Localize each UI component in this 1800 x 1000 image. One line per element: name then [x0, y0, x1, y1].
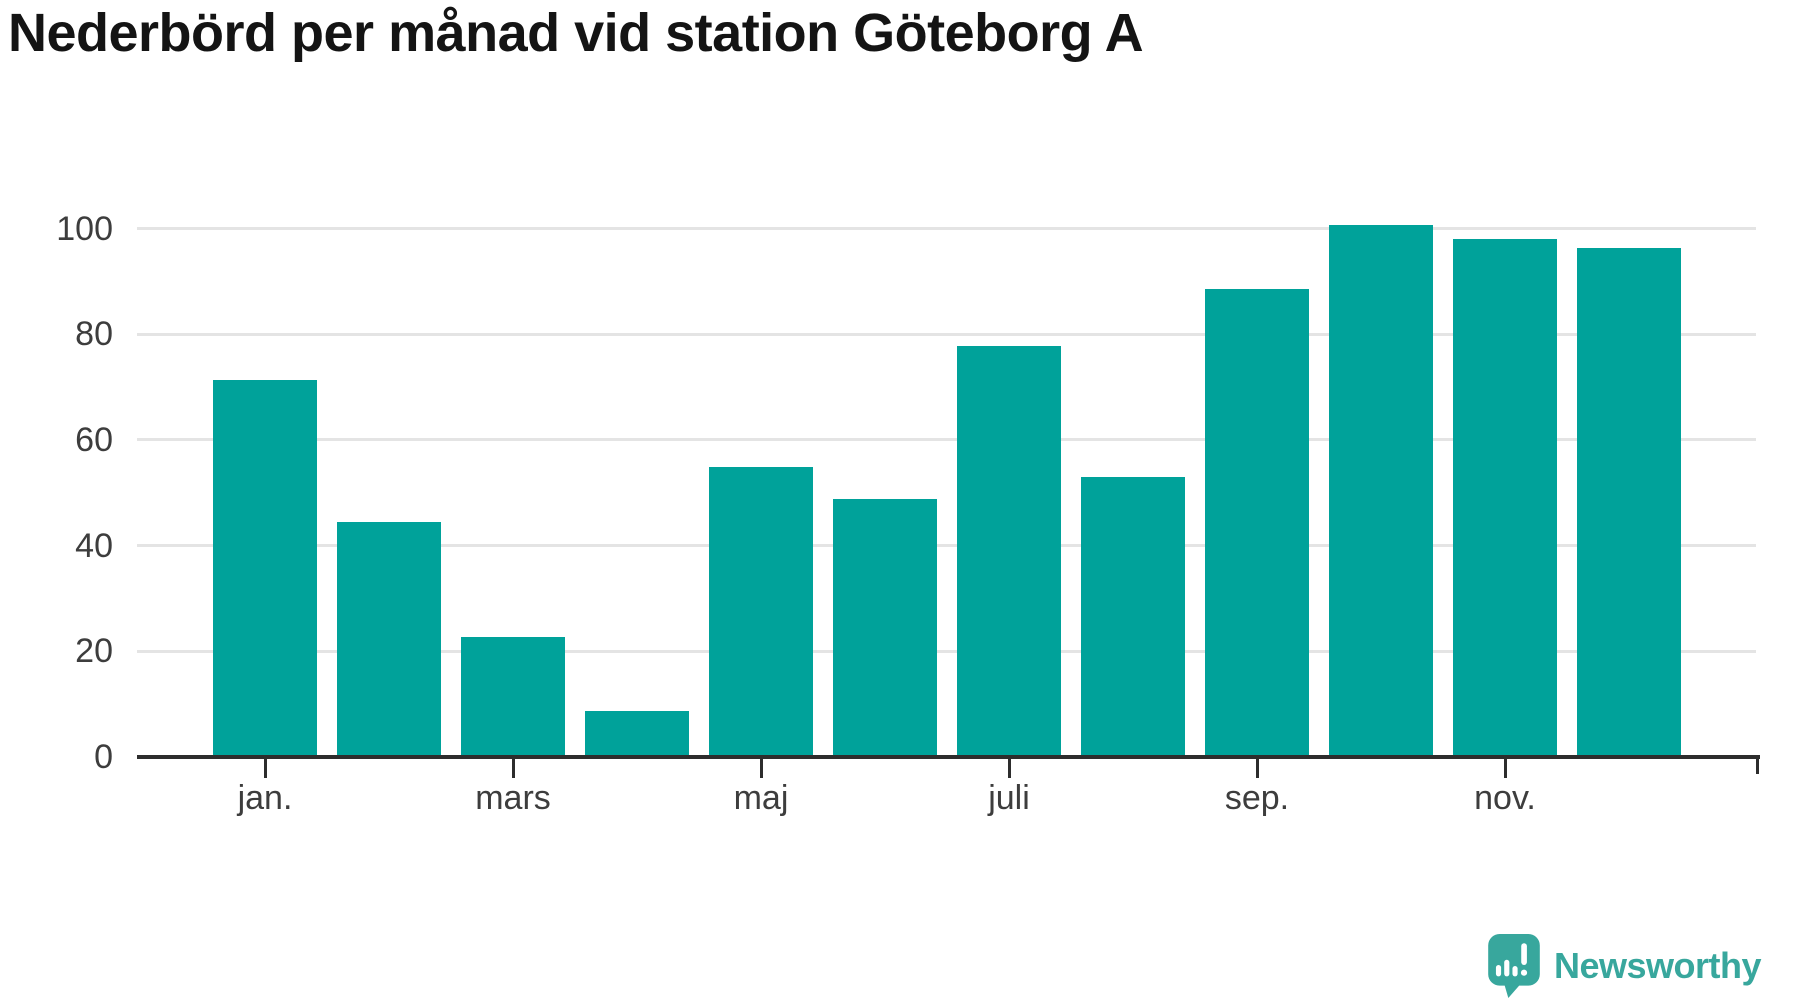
newsworthy-logo: Newsworthy	[1488, 934, 1762, 998]
x-axis-label-jan.: jan.	[237, 779, 293, 817]
x-axis-line	[137, 755, 1760, 759]
gridline-y-20	[137, 650, 1756, 653]
newsworthy-logo-text: Newsworthy	[1554, 945, 1762, 986]
x-axis-label-mars: mars	[475, 779, 551, 817]
x-axis-label-juli: juli	[988, 779, 1030, 817]
x-axis-tick-juli	[1008, 759, 1011, 778]
bar-month-7	[957, 346, 1061, 757]
y-axis-label-80: 80	[75, 315, 113, 353]
y-axis-label-20: 20	[75, 632, 113, 670]
chart-title: Nederbörd per månad vid station Göteborg…	[8, 3, 1144, 63]
y-axis-label-100: 100	[56, 210, 113, 248]
x-axis-tick-nov.	[1504, 759, 1507, 778]
bar-month-9	[1205, 289, 1309, 757]
gridline-y-60	[137, 438, 1756, 441]
bar-month-8	[1081, 477, 1185, 757]
bar-month-10	[1329, 225, 1433, 757]
y-axis-label-40: 40	[75, 527, 113, 565]
bar-month-11	[1453, 239, 1557, 757]
bar-month-6	[833, 499, 937, 757]
bar-month-4	[585, 711, 689, 757]
x-axis-tick-sep.	[1256, 759, 1259, 778]
bar-month-2	[337, 522, 441, 757]
gridline-y-40	[137, 544, 1756, 547]
x-axis-label-sep.: sep.	[1224, 779, 1290, 817]
x-axis-tick-jan.	[264, 759, 267, 778]
bar-month-5	[709, 467, 813, 757]
y-axis-label-0: 0	[94, 738, 113, 776]
x-axis-tick-maj	[760, 759, 763, 778]
y-axis-label-60: 60	[75, 421, 113, 459]
x-axis-tick-mars	[512, 759, 515, 778]
newsworthy-logo-icon	[1488, 934, 1540, 998]
x-axis-label-maj: maj	[733, 779, 789, 817]
gridline-y-100	[137, 227, 1756, 230]
x-axis-end-tick	[1756, 755, 1759, 774]
bar-month-12	[1577, 248, 1681, 757]
bar-month-3	[461, 637, 565, 757]
bar-month-1	[213, 380, 317, 757]
x-axis-label-nov.: nov.	[1474, 779, 1536, 817]
gridline-y-80	[137, 333, 1756, 336]
